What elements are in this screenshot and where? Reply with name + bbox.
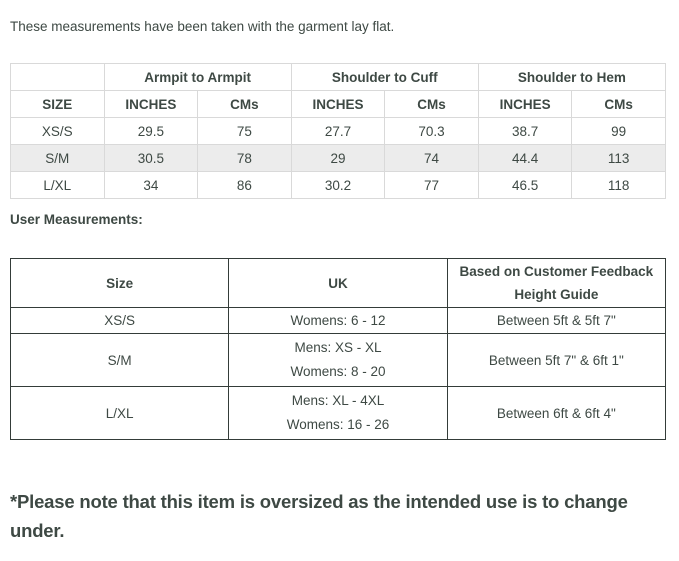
group-header-cuff: Shoulder to Cuff (290, 63, 479, 91)
user-measurements-table: Size UK Based on Customer Feedback Heigh… (9, 258, 667, 440)
value-cell: 70.3 (384, 117, 479, 145)
table-row: Armpit to Armpit Shoulder to Cuff Should… (10, 63, 667, 91)
uk-range-line: Mens: XL - 4XL (291, 393, 385, 408)
table-row: SIZE INCHES CMs INCHES CMs INCHES CMs (10, 90, 666, 118)
value-cell: 86 (197, 171, 292, 199)
oversized-note: *Please note that this item is oversized… (10, 491, 628, 541)
inches-col-header: INCHES (290, 90, 386, 118)
table-row: L/XL 34 86 30.2 77 46.5 118 (10, 171, 666, 199)
table-row: S/M 30.5 78 29 74 44.4 113 (10, 144, 666, 172)
value-cell: 30.2 (290, 171, 386, 199)
value-cell: 29.5 (103, 117, 199, 145)
height-guide-cell: Between 6ft & 6ft 4" (446, 386, 667, 440)
cms-col-header: CMs (384, 90, 479, 118)
table-row: XS/S Womens: 6 - 12 Between 5ft & 5ft 7" (9, 307, 667, 334)
size-cell: XS/S (10, 117, 105, 145)
value-cell: 77 (384, 171, 479, 199)
size-cell: L/XL (10, 171, 105, 199)
size-cell: S/M (9, 333, 230, 387)
cms-col-header: CMs (197, 90, 292, 118)
uk-range-line: Womens: 8 - 20 (290, 364, 386, 379)
group-header-hem: Shoulder to Hem (477, 63, 667, 91)
value-cell: 78 (197, 144, 292, 172)
garment-measurements-table: Armpit to Armpit Shoulder to Cuff Should… (10, 63, 667, 199)
intro-text: These measurements have been taken with … (10, 19, 395, 34)
uk-cell: Womens: 6 - 12 (228, 307, 448, 334)
inches-col-header: INCHES (103, 90, 199, 118)
table-row: L/XL Mens: XL - 4XL Womens: 16 - 26 Betw… (9, 386, 667, 440)
value-cell: 74 (384, 144, 479, 172)
table-row: S/M Mens: XS - XL Womens: 8 - 20 Between… (9, 333, 667, 387)
uk-col-header: UK (228, 258, 448, 308)
group-header-armpit: Armpit to Armpit (103, 63, 292, 91)
size-cell: L/XL (9, 386, 230, 440)
value-cell: 30.5 (103, 144, 199, 172)
value-cell: 113 (571, 144, 666, 172)
uk-cell: Mens: XS - XL Womens: 8 - 20 (228, 333, 448, 387)
empty-corner-cell (10, 63, 105, 91)
value-cell: 118 (571, 171, 666, 199)
value-cell: 29 (290, 144, 386, 172)
size-col-header: SIZE (10, 90, 105, 118)
inches-col-header: INCHES (477, 90, 573, 118)
value-cell: 99 (571, 117, 666, 145)
size-cell: XS/S (9, 307, 230, 334)
value-cell: 44.4 (477, 144, 573, 172)
value-cell: 27.7 (290, 117, 386, 145)
uk-cell: Mens: XL - 4XL Womens: 16 - 26 (228, 386, 448, 440)
table-row: XS/S 29.5 75 27.7 70.3 38.7 99 (10, 117, 666, 145)
value-cell: 38.7 (477, 117, 573, 145)
height-guide-col-header: Based on Customer Feedback Height Guide (446, 258, 667, 308)
uk-range-line: Womens: 6 - 12 (290, 312, 386, 328)
user-measurements-label: User Measurements: (10, 212, 143, 227)
uk-range-line: Womens: 16 - 26 (286, 417, 390, 432)
uk-range-line: Mens: XS - XL (294, 340, 382, 355)
value-cell: 34 (103, 171, 199, 199)
height-guide-cell: Between 5ft 7" & 6ft 1" (446, 333, 667, 387)
size-col-header: Size (9, 258, 230, 308)
height-guide-cell: Between 5ft & 5ft 7" (446, 307, 667, 334)
size-guide-page: These measurements have been taken with … (9, 19, 667, 541)
value-cell: 75 (197, 117, 292, 145)
value-cell: 46.5 (477, 171, 573, 199)
size-cell: S/M (10, 144, 105, 172)
table-row: Size UK Based on Customer Feedback Heigh… (9, 258, 667, 308)
cms-col-header: CMs (571, 90, 666, 118)
